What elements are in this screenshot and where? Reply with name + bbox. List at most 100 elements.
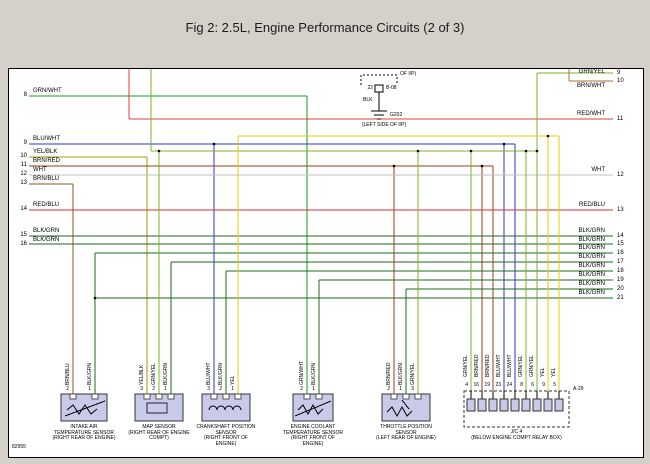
- pin-number: 3: [411, 386, 414, 392]
- jc4-pin-number: 19: [484, 382, 490, 388]
- junction-location: (BELOW ENGINE COMPT RELAY BOX): [471, 434, 562, 441]
- figure-title: Fig 2: 2.5L, Engine Performance Circuits…: [185, 20, 465, 35]
- right-pin-wire-label: BLK/GRN: [578, 272, 605, 278]
- jc4-pin-wire-label: GRN/YEL: [529, 355, 535, 377]
- left-pin-wire-label: BLK/GRN: [33, 228, 60, 234]
- pin-wire-label-vertical: BLK/GRN: [87, 363, 93, 385]
- pin-number: 2: [300, 386, 303, 392]
- pin-number: 3: [140, 386, 143, 392]
- jc4-pin-wire-label: GRN/YEL: [463, 355, 469, 377]
- right-pin-wire-label: WHT: [591, 167, 605, 173]
- brn-red-wire: [29, 165, 494, 394]
- brn-blu-wire: [29, 183, 74, 394]
- right-pin-wire-label: RED/WHT: [577, 111, 605, 117]
- right-pin-wire-label: BLK/GRN: [578, 290, 605, 296]
- pin-wire-label-vertical: BLU/WHT: [206, 362, 212, 386]
- pin-wire-label-vertical: GRN/WHT: [299, 361, 305, 385]
- right-pin-number: 20: [617, 286, 624, 292]
- jc4-pin-wire-label: YEL: [540, 367, 546, 377]
- right-pin-wire-label: BLK/GRN: [578, 228, 605, 234]
- pin-wire-label-vertical: YEL/BLK: [139, 364, 145, 385]
- coil-icon: [208, 405, 242, 411]
- component-name: INTAKE AIR TEMPERATURE SENSOR: [54, 424, 114, 436]
- pin-number: 2: [152, 386, 155, 392]
- jc4-pin-number: 24: [506, 382, 512, 388]
- right-pin-wire-label: RED/BLU: [578, 202, 605, 208]
- map-sensor-icon: [146, 402, 168, 414]
- left-pin-number: 9: [23, 140, 27, 146]
- pin-number: 2: [219, 386, 222, 392]
- component-label: CRANKSHAFT POSITION SENSOR (RIGHT FRONT …: [194, 424, 258, 447]
- component-boxes: [60, 393, 431, 422]
- right-pin-number: 14: [617, 233, 624, 239]
- potentiometer-icon: [386, 405, 413, 418]
- left-pin-wire-label: BLU/WHT: [33, 136, 60, 142]
- left-pin-number: 8: [23, 92, 27, 98]
- left-pin-number: 14: [20, 206, 27, 212]
- pin-wire-label-vertical: BLK/GRN: [218, 363, 224, 385]
- jc4-pin-wire-label: BRN/RED: [485, 354, 491, 377]
- right-pin-number: 9: [617, 70, 621, 76]
- pin-wire-label-vertical: BLK/GRN: [398, 363, 404, 385]
- component-name: THROTTLE POSITION SENSOR: [380, 424, 432, 436]
- brn-wht-wire: [568, 69, 613, 82]
- ground-wire-label: BLK: [363, 97, 373, 103]
- jc4-pin-number: 8: [520, 382, 523, 388]
- jc4-pin-number: 9: [542, 382, 545, 388]
- pin-wire-label-vertical: BRN/BLU: [65, 363, 71, 385]
- jc4-pin-number: 16: [473, 382, 479, 388]
- ip-connector-note: OF I/P): [400, 71, 417, 77]
- pin-wire-label-vertical: BLK/GRN: [311, 363, 317, 385]
- jc4-connector-id: A-29: [573, 386, 584, 392]
- red-wht-wire: [128, 69, 613, 120]
- left-pin-wire-label: BRN/BLU: [33, 176, 60, 182]
- right-pin-number: 12: [617, 172, 624, 178]
- grn-wht-wire: [29, 95, 308, 394]
- left-pin-number: 12: [20, 171, 27, 177]
- left-pin-number: 15: [20, 232, 27, 238]
- right-pin-number: 16: [617, 250, 624, 256]
- right-pin-wire-label: BLK/GRN: [578, 263, 605, 269]
- component-name: CRANKSHAFT POSITION SENSOR: [196, 424, 256, 436]
- left-pin-number: 13: [20, 180, 27, 186]
- junction-dots: [93, 134, 550, 300]
- jc4-pin-wire-label: BLU/WHT: [507, 354, 513, 378]
- jc4-pin-wire-label: BRN/RED: [474, 354, 480, 377]
- right-pin-number: 15: [617, 241, 624, 247]
- left-pin-wire-label: GRN/WHT: [33, 88, 62, 94]
- right-pin-wire-label: BLK/GRN: [578, 281, 605, 287]
- junction-connector-box: [463, 390, 570, 428]
- left-pin-wire-label: WHT: [33, 167, 47, 173]
- yel-blk-wire: [29, 156, 148, 394]
- right-pin-number: 18: [617, 268, 624, 274]
- ground-g202-symbol: [360, 74, 398, 120]
- right-pin-number: 17: [617, 259, 624, 265]
- ground-location: (LEFT SIDE OF I/P): [361, 122, 407, 128]
- left-pin-wire-label: RED/BLU: [33, 202, 60, 208]
- component-location: (LEFT REAR OF ENGINE): [376, 435, 436, 441]
- diagram-canvas: [29, 69, 613, 428]
- component-location: (RIGHT REAR OF ENGINE COMPT): [128, 429, 190, 441]
- figure-code: 82955: [12, 444, 26, 450]
- component-location: (RIGHT REAR OF ENGINE): [52, 435, 116, 441]
- yel-wires: [237, 135, 560, 394]
- pin-number: 1: [231, 386, 234, 392]
- component-name: ENGINE COOLANT TEMPERATURE SENSOR: [283, 424, 343, 436]
- junction-name: J/C 4: [510, 429, 523, 435]
- jc4-pin-number: 6: [531, 382, 534, 388]
- jc4-pin-wire-label: GRN/YEL: [518, 355, 524, 377]
- jc4-pin-wire-label: BLU/WHT: [496, 354, 502, 378]
- right-pin-number: 11: [617, 116, 624, 122]
- component-label: INTAKE AIR TEMPERATURE SENSOR (RIGHT REA…: [52, 424, 116, 442]
- right-pin-wire-label: GRN/YEL: [578, 69, 605, 75]
- pin-wire-label-vertical: GRN/YEL: [410, 363, 416, 385]
- pin-wire-label-vertical: BRN/RED: [386, 362, 392, 385]
- jc4-pin-wire-label: YEL: [551, 367, 557, 377]
- right-pin-number: 13: [617, 207, 624, 213]
- blu-wht-wire: [29, 143, 516, 394]
- right-pin-number: 19: [617, 277, 624, 283]
- right-pin-number: 21: [617, 295, 624, 301]
- pin-wire-label-vertical: YEL: [230, 375, 236, 385]
- ground-connector-id: B-08: [386, 85, 397, 91]
